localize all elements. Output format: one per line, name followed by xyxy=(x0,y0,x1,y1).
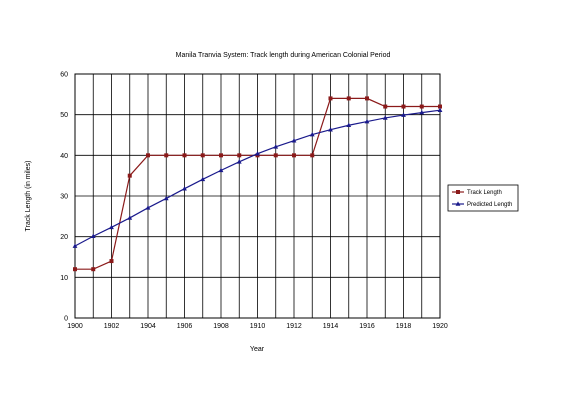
y-tick-label: 30 xyxy=(60,194,68,201)
x-tick-label: 1912 xyxy=(286,323,302,330)
x-tick-label: 1904 xyxy=(140,323,156,330)
data-point xyxy=(237,153,242,158)
legend-marker xyxy=(455,201,461,206)
data-point xyxy=(218,167,224,173)
legend-box xyxy=(447,184,519,212)
data-point xyxy=(73,267,77,272)
data-point xyxy=(200,176,206,182)
data-point xyxy=(146,153,150,158)
data-point xyxy=(437,107,443,112)
legend-label: Predicted Length xyxy=(467,202,512,208)
legend-item: Track Length xyxy=(452,190,502,196)
data-point xyxy=(401,112,406,117)
x-tick-label: 1920 xyxy=(432,323,448,330)
data-point xyxy=(365,96,369,101)
data-point xyxy=(273,144,279,149)
x-tick-label: 1900 xyxy=(67,323,83,330)
data-point xyxy=(401,104,406,109)
data-point xyxy=(382,115,388,120)
x-tick-label: 1906 xyxy=(177,323,193,330)
y-tick-labels: 0 10 20 30 40 50 60 xyxy=(60,72,68,323)
data-point xyxy=(219,153,223,158)
data-point xyxy=(127,173,132,178)
data-point xyxy=(164,153,169,158)
data-point xyxy=(72,243,78,248)
x-tick-label: 1910 xyxy=(250,323,266,330)
data-point xyxy=(364,118,370,124)
data-point xyxy=(291,138,297,143)
y-tick-label: 20 xyxy=(60,234,68,241)
data-point xyxy=(127,215,133,220)
series-1 xyxy=(72,107,443,248)
series-layer xyxy=(72,96,443,272)
data-point xyxy=(438,104,442,109)
data-point xyxy=(200,153,205,158)
data-point xyxy=(182,186,187,191)
data-point xyxy=(109,259,114,264)
plot-frame xyxy=(74,73,441,319)
y-tick-label: 60 xyxy=(60,72,68,79)
data-point xyxy=(310,153,315,158)
data-point xyxy=(109,224,114,230)
legend-marker xyxy=(456,190,460,194)
data-point xyxy=(90,233,96,239)
data-point xyxy=(91,267,96,272)
data-point xyxy=(328,96,333,101)
data-point xyxy=(163,195,169,201)
data-point xyxy=(328,127,333,132)
data-point xyxy=(292,153,296,158)
data-point xyxy=(273,153,278,158)
y-tick-label: 10 xyxy=(60,275,68,282)
y-tick-label: 50 xyxy=(60,112,68,119)
data-point xyxy=(383,104,388,109)
x-tick-label: 1916 xyxy=(359,323,375,330)
grid xyxy=(75,74,440,318)
y-axis-label: Track Length (in miles) xyxy=(25,161,32,232)
y-tick-label: 0 xyxy=(64,316,68,323)
data-point xyxy=(145,205,151,210)
data-point xyxy=(309,131,315,137)
x-tick-labels: 1900 1902 1904 1906 1908 1910 1912 1914 1916 1918… xyxy=(67,323,448,330)
data-point xyxy=(236,159,242,164)
x-axis-label: Year xyxy=(250,346,265,353)
data-point xyxy=(255,151,260,156)
x-tick-label: 1902 xyxy=(104,323,120,330)
x-tick-label: 1914 xyxy=(323,323,339,330)
legend-label: Track Length xyxy=(467,190,502,196)
legend: Track Length Predicted Length xyxy=(447,184,519,212)
data-point xyxy=(182,153,187,158)
data-point xyxy=(419,110,425,115)
chart-title: Manila Tranvia System: Track length duri… xyxy=(176,52,391,59)
data-point xyxy=(419,104,424,109)
data-point xyxy=(346,122,352,128)
y-tick-label: 40 xyxy=(60,153,68,160)
x-tick-label: 1918 xyxy=(396,323,412,330)
legend-item: Predicted Length xyxy=(452,201,512,208)
x-tick-label: 1908 xyxy=(213,323,229,330)
data-point xyxy=(346,96,351,101)
